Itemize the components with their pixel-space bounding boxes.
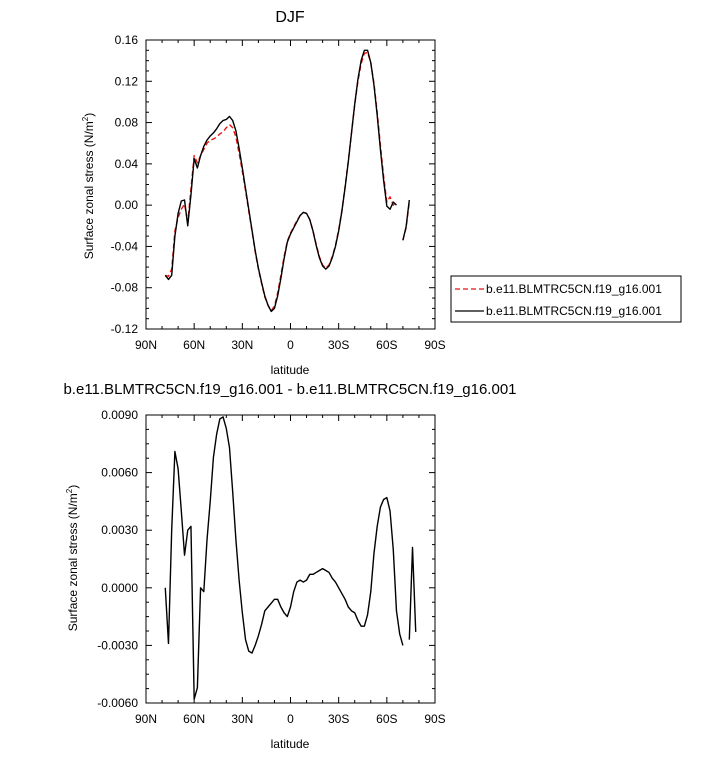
bottom-x-tick-label: 30N [231,712,253,726]
bottom-y-tick-label: -0.0060 [97,696,138,710]
bottom-series-lines [164,416,417,700]
bottom-y-tick-label: -0.0030 [97,638,138,652]
bottom-plot-frame [145,414,436,704]
top-series-line-1 [165,51,411,312]
bottom-y-axis-label-sup: 2 [65,488,74,493]
bottom-x-tick-label: 0 [287,712,294,726]
bottom-y-tick-label: 0.0030 [101,523,138,537]
top-y-tick-label: -0.08 [111,281,139,295]
bottom-y-axis-label: Surface zonal stress (N/m2) [65,485,80,632]
top-x-tick-label: 30N [231,338,253,352]
top-y-axis-label-main: Surface zonal stress (N/m [82,121,96,259]
bottom-series-line-1 [164,416,417,700]
svg-text:Surface zonal stress (N/m2): Surface zonal stress (N/m2) [81,113,96,260]
top-x-tick-label: 30S [328,338,349,352]
top-y-tick-label: 0.12 [115,74,139,88]
bottom-y-tick-label: 0.0090 [101,408,138,422]
top-x-tick-label: 0 [287,338,294,352]
legend: b.e11.BLMTRC5CN.f19_g16.001 b.e11.BLMTRC… [450,275,682,323]
top-y-tick-label: -0.12 [111,322,139,336]
bottom-y-axis-label-main: Surface zonal stress (N/m [66,493,80,631]
bottom-x-tick-label: 90N [135,712,157,726]
bottom-y-axis-label-tail: ) [66,485,80,489]
bottom-x-tick-label: 30S [328,712,349,726]
top-y-axis-label-sup: 2 [81,116,90,121]
top-x-tick-label: 90N [135,338,157,352]
bottom-x-axis-label: latitude [271,737,310,751]
bottom-chart-title: b.e11.BLMTRC5CN.f19_g16.001 - b.e11.BLMT… [63,381,516,398]
top-x-tick-label: 60N [183,338,205,352]
top-x-tick-label: 60S [376,338,397,352]
top-y-tick-label: 0.16 [115,33,139,47]
svg-text:Surface zonal stress (N/m2): Surface zonal stress (N/m2) [65,485,80,632]
bottom-x-tick-label: 90S [424,712,445,726]
bottom-x-tick-label: 60S [376,712,397,726]
top-y-tick-label: 0.00 [115,198,139,212]
top-y-tick-label: 0.08 [115,116,139,130]
top-x-axis-label: latitude [271,363,310,377]
bottom-chart: b.e11.BLMTRC5CN.f19_g16.001 - b.e11.BLMT… [63,381,516,751]
legend-label-1: b.e11.BLMTRC5CN.f19_g16.001 [486,282,662,296]
top-plot-frame [145,39,436,330]
top-chart-title: DJF [275,9,305,26]
legend-box [450,275,682,323]
top-axis-ticks: 90N 60N 30N 0 30S 60S 90S -0.12 -0.08 -0.04 0.00 0.… [111,33,446,352]
top-y-axis-label-tail: ) [82,113,96,117]
top-series-lines [164,49,411,313]
top-y-axis-label: Surface zonal stress (N/m2) [81,113,96,260]
bottom-y-tick-label: 0.0000 [101,581,138,595]
top-y-tick-label: -0.04 [111,239,139,253]
top-chart: DJF Surface zonal stress (N/m2) latitude… [81,9,446,377]
bottom-y-tick-label: 0.0060 [101,466,138,480]
top-y-tick-label: 0.04 [115,157,139,171]
top-series-line-2 [164,49,411,313]
top-x-tick-label: 90S [424,338,445,352]
legend-label-2: b.e11.BLMTRC5CN.f19_g16.001 [486,304,662,318]
bottom-axis-ticks: 90N 60N 30N 0 30S 60S 90S -0.0060 -0.0030 0.0000 0… [97,408,445,726]
bottom-x-tick-label: 60N [183,712,205,726]
